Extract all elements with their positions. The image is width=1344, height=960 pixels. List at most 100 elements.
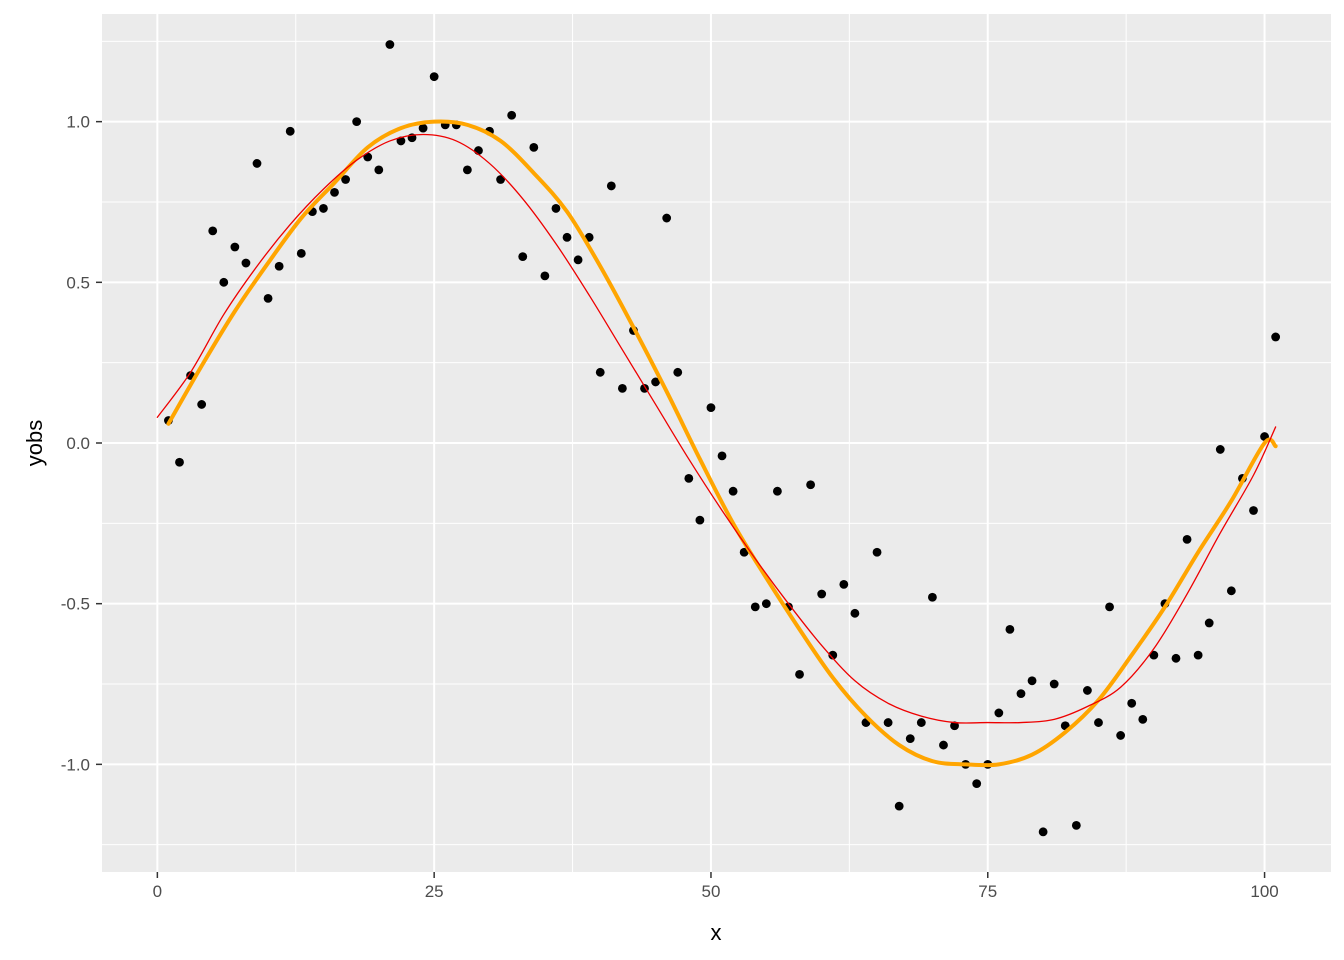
data-point xyxy=(905,734,915,744)
data-point xyxy=(496,175,505,184)
data-point xyxy=(806,480,816,490)
data-point xyxy=(219,277,229,287)
data-point xyxy=(1105,602,1114,612)
data-point xyxy=(252,159,262,168)
y-tick-label: 0.5 xyxy=(66,273,90,292)
data-point xyxy=(197,400,207,409)
data-point xyxy=(396,136,406,146)
data-point xyxy=(772,486,782,496)
data-point xyxy=(1226,586,1236,596)
data-point xyxy=(529,142,539,152)
data-point xyxy=(894,801,904,811)
data-point xyxy=(418,123,428,133)
data-point xyxy=(1215,445,1225,454)
data-point xyxy=(1083,686,1092,695)
data-point xyxy=(175,457,184,467)
data-point xyxy=(241,258,251,268)
data-point xyxy=(1038,827,1048,837)
data-point xyxy=(1094,718,1103,727)
data-point xyxy=(850,608,860,618)
data-point xyxy=(1005,624,1015,634)
y-tick-label: 0.0 xyxy=(66,434,90,453)
data-point xyxy=(1127,698,1137,708)
data-point xyxy=(540,271,550,281)
data-point xyxy=(872,547,882,557)
data-point xyxy=(606,181,616,191)
data-point xyxy=(1071,821,1081,830)
data-point xyxy=(828,650,838,660)
data-point xyxy=(939,740,948,750)
data-point xyxy=(739,547,749,557)
data-point xyxy=(1193,650,1203,660)
data-point xyxy=(883,718,893,727)
data-point xyxy=(518,252,528,262)
data-point xyxy=(285,126,295,136)
data-point xyxy=(1249,506,1258,515)
x-tick-label: 0 xyxy=(153,882,162,901)
x-axis-title: x xyxy=(711,920,722,945)
y-tick-label: -0.5 xyxy=(61,595,90,614)
y-tick-label: 1.0 xyxy=(66,113,90,132)
data-point xyxy=(1138,714,1148,724)
data-point xyxy=(341,175,350,184)
data-point xyxy=(706,403,716,413)
data-point xyxy=(352,117,362,127)
data-point xyxy=(928,592,937,602)
data-point xyxy=(462,165,472,175)
data-point xyxy=(695,515,705,525)
data-point xyxy=(573,255,583,265)
data-point xyxy=(1016,689,1026,699)
true-curve-line xyxy=(166,119,1278,768)
data-point xyxy=(319,204,328,213)
data-point xyxy=(208,226,218,236)
data-point xyxy=(551,204,561,213)
data-point xyxy=(374,165,384,175)
data-point xyxy=(662,213,672,223)
data-point xyxy=(761,599,771,609)
data-point xyxy=(1182,535,1192,544)
data-point xyxy=(230,242,240,252)
y-axis: -1.0 -0.5 0.0 0.5 1.0 xyxy=(61,113,102,774)
x-tick-label: 75 xyxy=(978,882,997,901)
data-point xyxy=(1271,332,1281,342)
data-point xyxy=(1149,650,1159,660)
data-point xyxy=(950,721,959,731)
data-point xyxy=(1049,679,1059,689)
data-point xyxy=(562,232,572,242)
y-axis-title: yobs xyxy=(22,420,47,466)
x-tick-label: 100 xyxy=(1250,882,1278,901)
data-point xyxy=(717,451,727,461)
data-point xyxy=(839,579,849,589)
data-point xyxy=(795,669,804,679)
y-tick-label: -1.0 xyxy=(61,755,90,774)
data-point xyxy=(617,383,627,393)
data-point xyxy=(330,187,339,197)
fitted-curve-line xyxy=(156,133,1277,724)
data-point xyxy=(817,589,827,599)
x-tick-label: 50 xyxy=(702,882,721,901)
data-point xyxy=(972,779,982,789)
data-point xyxy=(673,367,683,377)
data-point xyxy=(1027,676,1037,686)
fitted-lines xyxy=(156,119,1278,768)
data-point xyxy=(728,486,738,496)
data-point xyxy=(385,40,395,49)
data-point xyxy=(651,377,661,387)
data-point xyxy=(994,708,1004,718)
data-point xyxy=(750,602,760,612)
data-points xyxy=(164,40,1281,837)
data-point xyxy=(274,261,284,271)
x-tick-label: 25 xyxy=(425,882,444,901)
data-point xyxy=(595,367,605,377)
data-point xyxy=(507,110,517,120)
data-point xyxy=(1116,731,1126,740)
data-point xyxy=(296,249,306,258)
data-point xyxy=(916,718,926,727)
x-axis: 0 25 50 75 100 xyxy=(153,872,1279,901)
data-point xyxy=(684,473,694,483)
data-point xyxy=(263,293,273,303)
data-point xyxy=(429,72,439,82)
data-point xyxy=(1171,653,1181,663)
data-point xyxy=(1204,618,1214,628)
